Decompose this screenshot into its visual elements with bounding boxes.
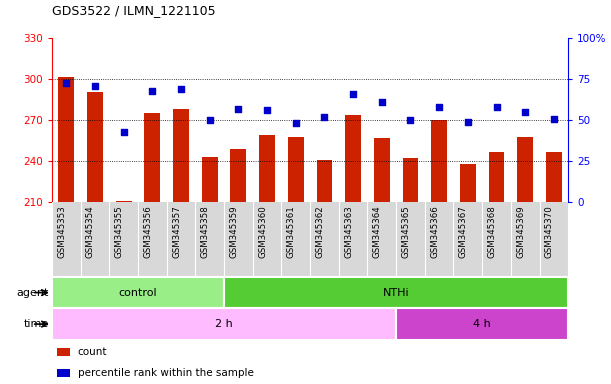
Point <box>434 104 444 110</box>
Text: GSM345368: GSM345368 <box>488 205 497 258</box>
Bar <box>87 91 103 202</box>
Text: GDS3522 / ILMN_1221105: GDS3522 / ILMN_1221105 <box>52 4 216 17</box>
Text: GSM345363: GSM345363 <box>344 205 353 258</box>
Bar <box>316 160 332 202</box>
Text: 2 h: 2 h <box>215 319 233 329</box>
Text: GSM345369: GSM345369 <box>516 205 525 258</box>
Point <box>90 83 100 89</box>
Bar <box>403 158 419 202</box>
Point <box>291 121 301 127</box>
Point <box>205 117 214 123</box>
Bar <box>288 137 304 202</box>
Text: GSM345354: GSM345354 <box>86 205 95 258</box>
Bar <box>115 200 131 202</box>
Bar <box>224 277 568 308</box>
Bar <box>52 308 396 340</box>
Point <box>463 119 473 125</box>
Bar <box>259 135 275 202</box>
Text: time: time <box>24 319 49 329</box>
Text: NTHi: NTHi <box>383 288 409 298</box>
Bar <box>144 113 160 202</box>
Bar <box>59 76 74 202</box>
Bar <box>230 149 246 202</box>
Bar <box>57 348 70 356</box>
Point <box>320 114 329 120</box>
Bar <box>345 115 361 202</box>
Bar <box>546 152 562 202</box>
Bar <box>202 157 218 202</box>
Text: agent: agent <box>16 288 49 298</box>
Text: GSM345358: GSM345358 <box>200 205 210 258</box>
Bar <box>460 164 476 202</box>
Point <box>521 109 530 115</box>
Point <box>233 106 243 112</box>
Text: GSM345360: GSM345360 <box>258 205 267 258</box>
Text: GSM345353: GSM345353 <box>57 205 66 258</box>
Text: GSM345364: GSM345364 <box>373 205 382 258</box>
Point <box>492 104 502 110</box>
Point <box>549 116 559 122</box>
Text: count: count <box>78 347 108 357</box>
Bar <box>518 137 533 202</box>
Text: GSM345366: GSM345366 <box>430 205 439 258</box>
Point <box>147 88 157 94</box>
Text: GSM345355: GSM345355 <box>115 205 123 258</box>
Bar <box>374 138 390 202</box>
Bar <box>173 109 189 202</box>
Text: GSM345359: GSM345359 <box>229 205 238 258</box>
Point <box>406 117 415 123</box>
Bar <box>431 120 447 202</box>
Text: GSM345361: GSM345361 <box>287 205 296 258</box>
Text: GSM345370: GSM345370 <box>545 205 554 258</box>
Point <box>262 107 272 113</box>
Bar <box>52 277 224 308</box>
Point <box>348 91 358 97</box>
Point <box>61 79 71 86</box>
Bar <box>396 308 568 340</box>
Point <box>176 86 186 92</box>
Text: GSM345357: GSM345357 <box>172 205 181 258</box>
Text: percentile rank within the sample: percentile rank within the sample <box>78 368 254 378</box>
Text: GSM345367: GSM345367 <box>459 205 468 258</box>
Bar <box>489 152 505 202</box>
Text: control: control <box>119 288 157 298</box>
Text: 4 h: 4 h <box>474 319 491 329</box>
Text: GSM345365: GSM345365 <box>401 205 411 258</box>
Bar <box>57 369 70 377</box>
Text: GSM345362: GSM345362 <box>315 205 324 258</box>
Point <box>119 129 128 135</box>
Point <box>377 99 387 105</box>
Text: GSM345356: GSM345356 <box>144 205 152 258</box>
